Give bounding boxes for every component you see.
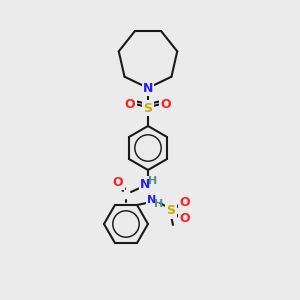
Text: H: H bbox=[154, 199, 164, 209]
Text: N: N bbox=[147, 195, 157, 205]
Text: O: O bbox=[180, 196, 190, 209]
Text: O: O bbox=[180, 212, 190, 225]
Text: N: N bbox=[140, 178, 150, 190]
Text: O: O bbox=[161, 98, 171, 110]
Text: O: O bbox=[113, 176, 123, 188]
Text: N: N bbox=[143, 82, 153, 94]
Text: S: S bbox=[167, 204, 176, 218]
Text: H: H bbox=[148, 176, 158, 186]
Text: O: O bbox=[125, 98, 135, 110]
Text: S: S bbox=[143, 101, 152, 115]
